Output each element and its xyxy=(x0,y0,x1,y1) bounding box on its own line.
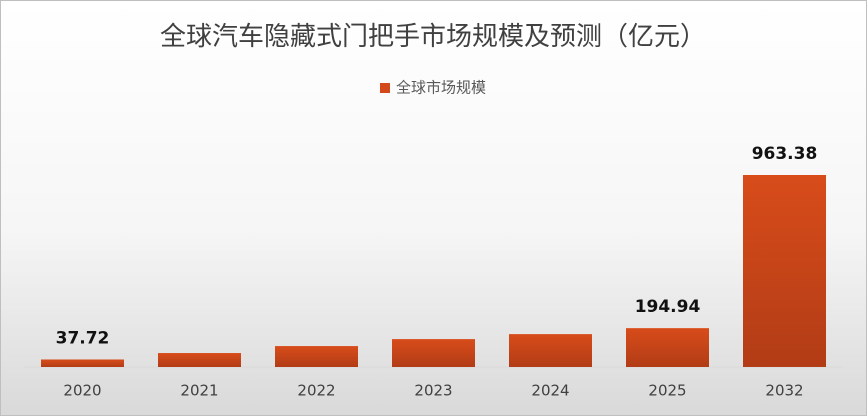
bar xyxy=(509,334,592,367)
x-tick-label: 2021 xyxy=(180,382,218,400)
bar xyxy=(392,339,475,367)
data-label: 37.72 xyxy=(56,328,110,348)
x-tick-label: 2025 xyxy=(648,382,686,400)
x-tick-label: 2032 xyxy=(765,382,803,400)
bar xyxy=(275,346,358,367)
bar xyxy=(41,359,124,367)
chart-title: 全球汽车隐藏式门把手市场规模及预测（亿元） xyxy=(160,22,706,52)
bar xyxy=(626,328,709,367)
bar xyxy=(158,353,241,367)
legend-label: 全球市场规模 xyxy=(396,79,486,97)
bar xyxy=(743,175,826,367)
x-tick-label: 2020 xyxy=(63,382,101,400)
x-tick-label: 2023 xyxy=(414,382,452,400)
x-tick-label: 2022 xyxy=(297,382,335,400)
data-label: 194.94 xyxy=(635,297,701,317)
data-label: 963.38 xyxy=(752,144,818,164)
legend-swatch xyxy=(379,83,390,93)
x-tick-label: 2024 xyxy=(531,382,569,400)
